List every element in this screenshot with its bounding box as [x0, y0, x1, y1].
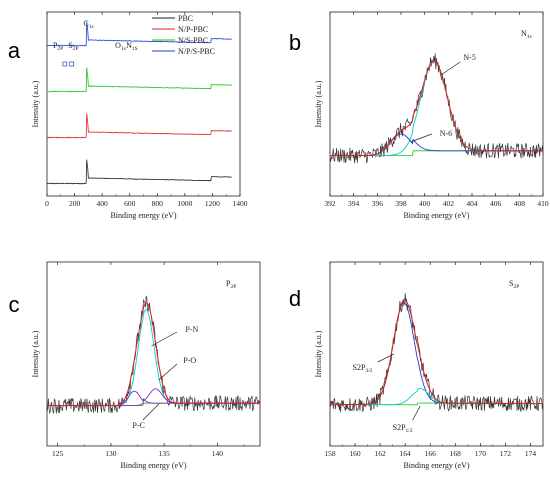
annotation-arrow [158, 363, 178, 381]
panel-title: P2P [226, 279, 236, 290]
envelope-line [47, 302, 260, 407]
x-tick-label: 1400 [233, 199, 248, 208]
legend: PBC N/P-PBC N/S-PBC N/P/S-PBC [152, 14, 215, 56]
series-line [46, 67, 232, 93]
panel-d: 158 160 162 164 166 168 170 172 174 Binding energ… [289, 261, 544, 470]
x-tick-label: 398 [395, 199, 407, 208]
annotation-arrow [412, 405, 421, 421]
panel-letter: c [9, 292, 20, 317]
x-tick-label: 160 [349, 449, 361, 458]
x-tick-label: 402 [443, 199, 455, 208]
peak-annotation: N1S [126, 41, 138, 52]
x-tick-label: 130 [105, 449, 117, 458]
x-tick-label: 404 [466, 199, 478, 208]
raw-spectrum [329, 53, 544, 164]
panel-letter: a [8, 38, 21, 63]
annotation-arrow [377, 353, 395, 363]
legend-entry: N/P-PBC [178, 25, 208, 34]
x-tick-label: 168 [450, 449, 462, 458]
x-tick-label: 164 [400, 449, 412, 458]
peak-annotation: P2P [53, 41, 63, 52]
raw-spectrum [46, 295, 261, 414]
y-axis-label: Intensity (a.u.) [314, 330, 323, 377]
panel-a: 0 200 400 600 800 1000 1200 1400 Binding energy … [8, 11, 248, 220]
legend-entry: N/S-PBC [178, 36, 208, 45]
fit-peak-line [330, 60, 543, 157]
raw-spectrum [329, 293, 544, 413]
plot-frame [329, 11, 544, 197]
x-tick-label: 172 [500, 449, 512, 458]
legend-entry: N/P/S-PBC [178, 47, 215, 56]
y-axis-label: Intensity (a.u.) [31, 330, 40, 377]
peak-annotation: C1s [83, 19, 93, 30]
x-axis-label: Binding energy (eV) [403, 211, 469, 220]
peak-label-s2p12: S2P1/2 [393, 423, 413, 434]
x-tick-label: 410 [537, 199, 549, 208]
panel-title: S2P [509, 279, 519, 290]
x-tick-label: 392 [324, 199, 336, 208]
series-line [46, 159, 232, 185]
x-axis-label: Binding energy (eV) [403, 461, 469, 470]
panel-c: 125 130 135 140 Binding energy (eV) Intensity… [9, 261, 261, 470]
x-tick-label: 135 [159, 449, 171, 458]
x-axis-label: Binding energy (eV) [120, 461, 186, 470]
panel-letter: b [289, 30, 301, 55]
x-tick-label: 1200 [205, 199, 220, 208]
x-tick-label: 166 [425, 449, 437, 458]
panel-letter: d [289, 286, 301, 311]
panel-title: N1s [521, 29, 532, 40]
annotation-arrow [151, 331, 178, 347]
panel-b: 392 394 396 398 400 402 404 406 408 410 Binding en… [289, 11, 549, 220]
annotation-arrow [142, 403, 160, 421]
x-tick-label: 170 [475, 449, 487, 458]
peak-label-pn: P-N [185, 325, 198, 334]
peak-annotation: O1s [115, 41, 126, 52]
x-tick-label: 400 [419, 199, 431, 208]
series-line [46, 113, 232, 139]
x-tick-label: 0 [45, 199, 49, 208]
annotation-arrow [410, 133, 432, 143]
x-tick-label: 200 [69, 199, 81, 208]
x-tick-label: 1000 [177, 199, 192, 208]
x-tick-label: 396 [372, 199, 384, 208]
x-tick-label: 174 [525, 449, 537, 458]
plot-frame [329, 261, 544, 447]
annotation-arrow [442, 61, 461, 75]
x-tick-label: 800 [152, 199, 164, 208]
x-axis-label: Binding energy (eV) [110, 211, 176, 220]
x-tick-label: 125 [52, 449, 64, 458]
x-tick-label: 140 [212, 449, 224, 458]
marker-square [69, 61, 75, 67]
envelope-line [330, 299, 543, 406]
x-tick-label: 406 [490, 199, 502, 208]
envelope-line [330, 60, 543, 157]
y-axis-label: Intensity (a.u.) [314, 80, 323, 127]
fit-peak-line [330, 302, 543, 405]
x-tick-label: 600 [124, 199, 136, 208]
x-tick-label: 394 [348, 199, 360, 208]
peak-label-po: P-O [183, 356, 196, 365]
y-axis-label: Intensity (a.u.) [31, 80, 40, 127]
x-tick-label: 408 [514, 199, 526, 208]
x-tick-label: 400 [97, 199, 109, 208]
peak-label-s2p32: S2P3/2 [353, 363, 373, 374]
plot-frame [46, 261, 261, 447]
peak-label-n5: N-5 [463, 53, 475, 62]
legend-entry: PBC [178, 14, 193, 23]
peak-annotation: S2P [68, 41, 78, 52]
marker-square [62, 61, 68, 67]
peak-label-n6: N-6 [440, 129, 452, 138]
series-line [46, 21, 232, 47]
x-tick-label: 162 [374, 449, 386, 458]
peak-label-pc: P-C [132, 421, 144, 430]
x-tick-label: 158 [324, 449, 336, 458]
